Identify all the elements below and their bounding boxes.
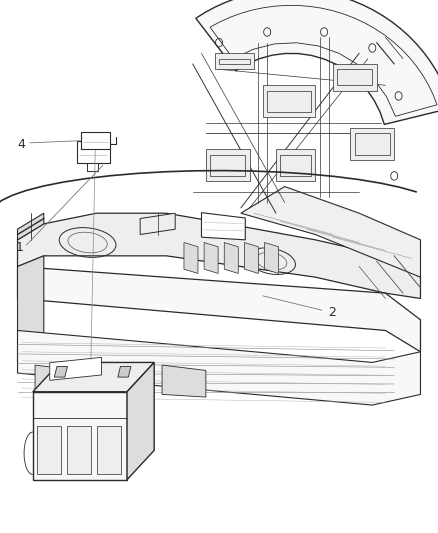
Polygon shape — [18, 213, 44, 240]
Polygon shape — [333, 64, 377, 91]
Polygon shape — [127, 362, 154, 480]
Polygon shape — [97, 426, 121, 474]
Polygon shape — [33, 392, 127, 480]
Polygon shape — [50, 357, 102, 381]
Polygon shape — [337, 69, 372, 85]
Polygon shape — [81, 132, 110, 149]
Polygon shape — [201, 213, 245, 240]
Polygon shape — [118, 367, 131, 377]
Polygon shape — [18, 330, 420, 405]
Polygon shape — [33, 362, 154, 392]
Polygon shape — [77, 141, 110, 163]
Polygon shape — [140, 213, 175, 235]
Polygon shape — [99, 365, 142, 397]
Polygon shape — [204, 243, 218, 273]
Polygon shape — [241, 187, 420, 277]
Polygon shape — [350, 128, 394, 160]
Text: 1: 1 — [16, 241, 24, 254]
Polygon shape — [67, 426, 91, 474]
Polygon shape — [244, 243, 258, 273]
Polygon shape — [276, 149, 315, 181]
Polygon shape — [196, 0, 438, 124]
Polygon shape — [18, 213, 420, 298]
Polygon shape — [210, 155, 245, 176]
Polygon shape — [355, 133, 390, 155]
Polygon shape — [162, 365, 206, 397]
Polygon shape — [54, 367, 67, 377]
Polygon shape — [215, 53, 254, 69]
Text: 2: 2 — [328, 306, 336, 319]
Polygon shape — [35, 365, 79, 397]
Polygon shape — [263, 85, 315, 117]
Polygon shape — [224, 243, 238, 273]
Text: 4: 4 — [17, 139, 25, 151]
Polygon shape — [18, 266, 420, 352]
Polygon shape — [267, 91, 311, 112]
Polygon shape — [86, 163, 98, 171]
Polygon shape — [18, 256, 44, 373]
Polygon shape — [265, 243, 279, 273]
Polygon shape — [219, 59, 250, 64]
Polygon shape — [184, 243, 198, 273]
Polygon shape — [37, 426, 61, 474]
Polygon shape — [280, 155, 311, 176]
Polygon shape — [206, 149, 250, 181]
